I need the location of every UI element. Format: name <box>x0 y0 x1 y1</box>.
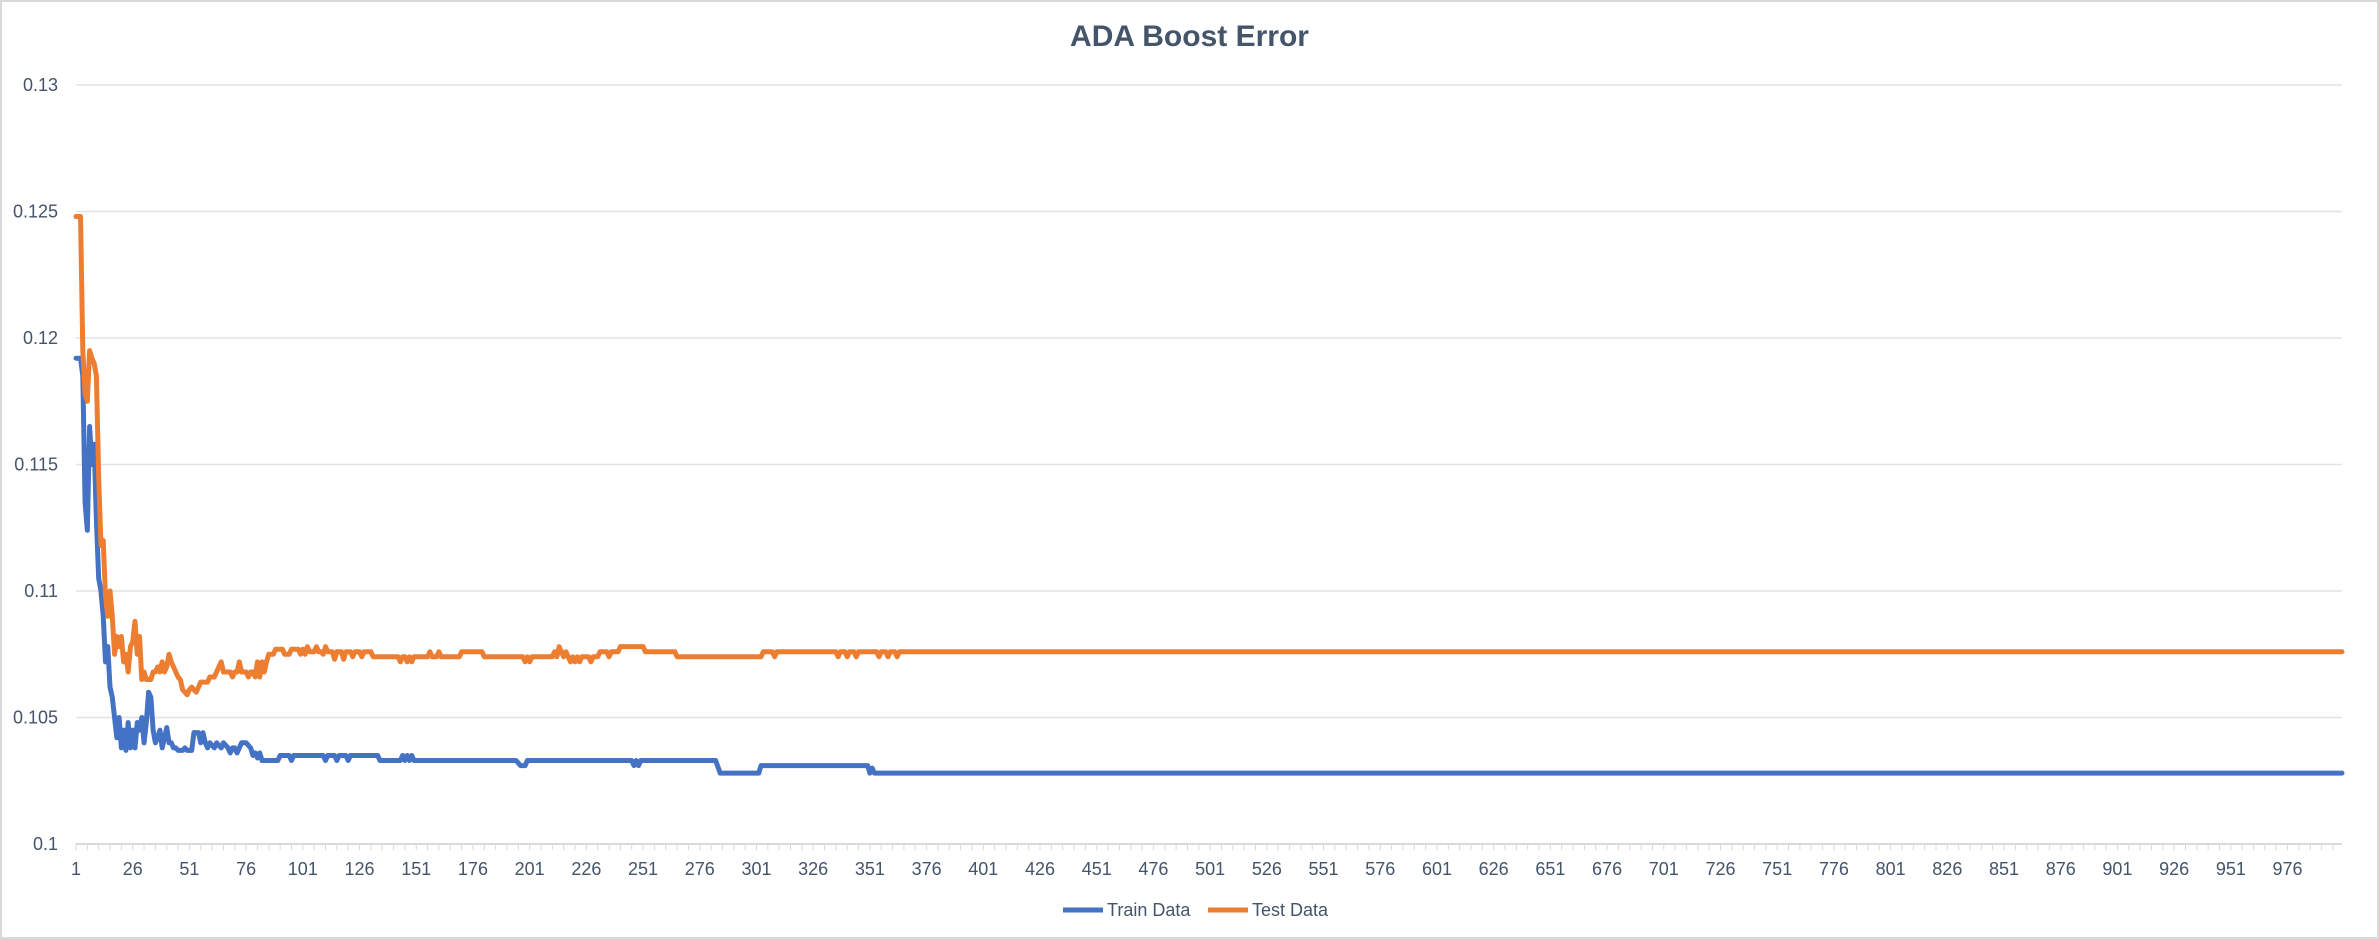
x-tick-label: 676 <box>1592 859 1622 879</box>
x-tick-label: 351 <box>855 859 885 879</box>
x-tick-label: 576 <box>1365 859 1395 879</box>
x-tick-label: 651 <box>1535 859 1565 879</box>
gridlines <box>76 84 2342 845</box>
x-tick-label: 526 <box>1252 859 1282 879</box>
x-tick-label: 951 <box>2216 859 2246 879</box>
x-axis-ticks: 1 26 51 76 101 126 151 176 201 226 251 276 301 326 351… <box>71 844 2334 879</box>
x-tick-label: 801 <box>1876 859 1906 879</box>
x-tick-label: 876 <box>2046 859 2076 879</box>
x-tick-label: 976 <box>2273 859 2303 879</box>
x-tick-label: 451 <box>1082 859 1112 879</box>
x-tick-label: 401 <box>968 859 998 879</box>
x-tick-label: 76 <box>236 859 256 879</box>
x-tick-label: 301 <box>741 859 771 879</box>
x-tick-label: 776 <box>1819 859 1849 879</box>
x-tick-label: 926 <box>2159 859 2189 879</box>
legend-label: Train Data <box>1107 900 1191 920</box>
y-axis-ticks: 0.1 0.105 0.11 0.115 0.12 0.125 0.13 <box>13 75 58 854</box>
chart-title: ADA Boost Error <box>1070 20 1309 53</box>
x-tick-label: 51 <box>179 859 199 879</box>
y-tick-label: 0.1 <box>33 834 58 854</box>
y-tick-label: 0.11 <box>24 581 58 601</box>
x-tick-label: 276 <box>685 859 715 879</box>
x-tick-label: 226 <box>571 859 601 879</box>
x-tick-label: 901 <box>2102 859 2132 879</box>
x-tick-label: 501 <box>1195 859 1225 879</box>
y-tick-label: 0.12 <box>23 328 58 348</box>
x-tick-label: 251 <box>628 859 658 879</box>
x-tick-label: 626 <box>1479 859 1509 879</box>
x-tick-label: 701 <box>1649 859 1679 879</box>
x-tick-label: 726 <box>1705 859 1735 879</box>
x-tick-label: 426 <box>1025 859 1055 879</box>
x-tick-label: 751 <box>1762 859 1792 879</box>
x-tick-label: 101 <box>288 859 318 879</box>
x-tick-label: 851 <box>1989 859 2019 879</box>
series-lines <box>73 214 2345 776</box>
legend: Train Data Test Data <box>1063 900 1329 920</box>
x-tick-label: 176 <box>458 859 488 879</box>
x-tick-label: 551 <box>1309 859 1339 879</box>
x-tick-label: 601 <box>1422 859 1452 879</box>
x-tick-label: 826 <box>1932 859 1962 879</box>
x-tick-label: 26 <box>123 859 143 879</box>
x-tick-label: 476 <box>1138 859 1168 879</box>
x-tick-label: 201 <box>515 859 545 879</box>
y-tick-label: 0.115 <box>14 455 58 475</box>
x-tick-label: 326 <box>798 859 828 879</box>
y-tick-label: 0.105 <box>13 708 58 728</box>
y-tick-label: 0.125 <box>13 202 58 222</box>
legend-label: Test Data <box>1252 900 1329 920</box>
x-tick-label: 151 <box>401 859 431 879</box>
y-tick-label: 0.13 <box>23 75 58 95</box>
x-tick-label: 376 <box>912 859 942 879</box>
x-tick-label: 1 <box>71 859 81 879</box>
series-line-train-data <box>73 355 2345 776</box>
x-tick-label: 126 <box>345 859 375 879</box>
series-line-test-data <box>73 214 2345 698</box>
